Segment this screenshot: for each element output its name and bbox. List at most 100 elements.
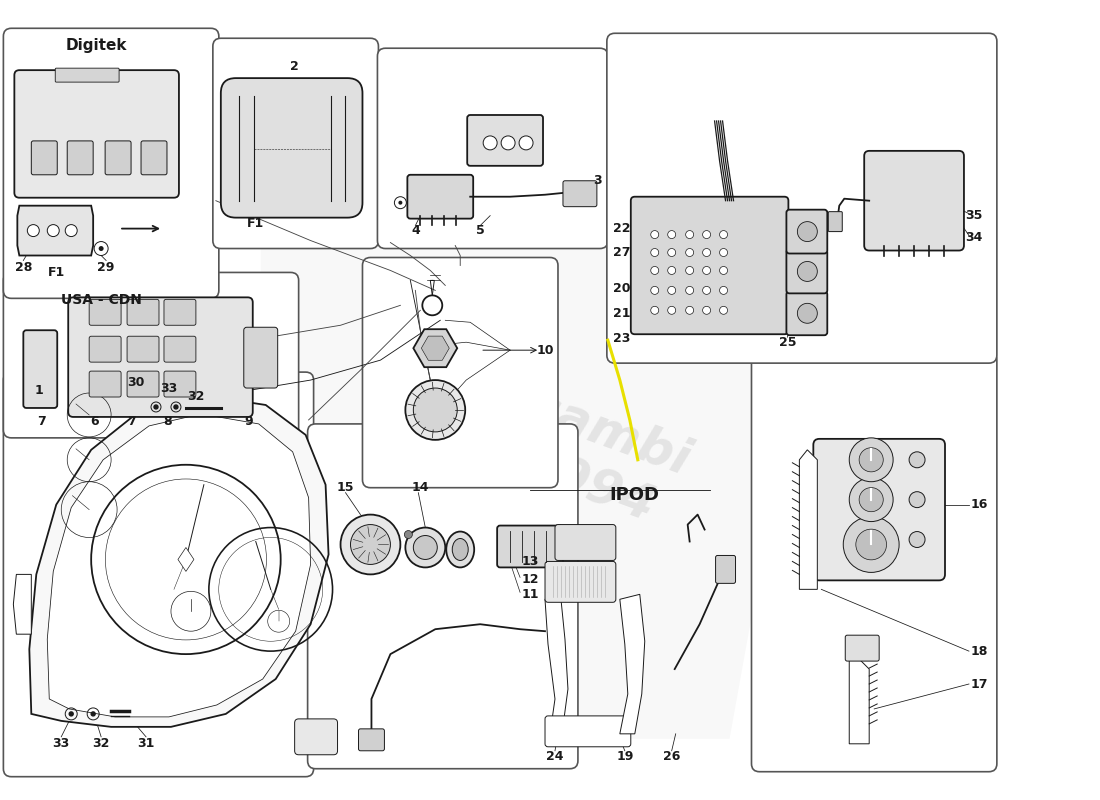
Circle shape <box>351 525 390 565</box>
FancyBboxPatch shape <box>813 439 945 580</box>
Circle shape <box>28 225 40 237</box>
Circle shape <box>406 527 446 567</box>
Text: 1: 1 <box>35 383 44 397</box>
FancyBboxPatch shape <box>363 258 558 488</box>
Text: F1: F1 <box>47 266 65 279</box>
Polygon shape <box>13 574 31 634</box>
Polygon shape <box>800 450 817 590</box>
Text: 11: 11 <box>521 588 539 601</box>
Circle shape <box>668 249 675 257</box>
Circle shape <box>405 530 412 538</box>
Text: 33: 33 <box>161 382 177 394</box>
Text: 32: 32 <box>187 390 205 402</box>
FancyBboxPatch shape <box>828 212 843 231</box>
Text: 29: 29 <box>98 261 114 274</box>
Circle shape <box>703 249 711 257</box>
Text: 22: 22 <box>613 222 630 235</box>
FancyBboxPatch shape <box>544 562 616 602</box>
Text: F1: F1 <box>248 217 264 230</box>
Text: Digitek: Digitek <box>65 38 126 53</box>
Circle shape <box>798 303 817 323</box>
Text: 10: 10 <box>537 344 553 357</box>
Circle shape <box>483 136 497 150</box>
FancyBboxPatch shape <box>68 298 253 417</box>
Text: 25: 25 <box>779 336 796 349</box>
Text: 19: 19 <box>616 750 634 763</box>
FancyBboxPatch shape <box>845 635 879 661</box>
FancyBboxPatch shape <box>407 174 473 218</box>
FancyBboxPatch shape <box>786 250 827 294</box>
Circle shape <box>909 531 925 547</box>
Circle shape <box>422 295 442 315</box>
FancyBboxPatch shape <box>865 151 964 250</box>
Circle shape <box>519 136 534 150</box>
FancyBboxPatch shape <box>3 273 298 438</box>
Text: 8: 8 <box>164 415 173 429</box>
FancyBboxPatch shape <box>556 525 616 561</box>
Circle shape <box>502 136 515 150</box>
Circle shape <box>668 306 675 314</box>
FancyBboxPatch shape <box>31 141 57 174</box>
Circle shape <box>414 388 458 432</box>
FancyBboxPatch shape <box>67 141 94 174</box>
Text: 34: 34 <box>965 231 982 244</box>
Text: 14: 14 <box>411 481 429 494</box>
FancyBboxPatch shape <box>716 555 736 583</box>
Polygon shape <box>421 336 449 360</box>
Circle shape <box>406 380 465 440</box>
Text: 6: 6 <box>90 415 99 429</box>
FancyBboxPatch shape <box>786 210 827 254</box>
Circle shape <box>668 286 675 294</box>
Text: USA - CDN: USA - CDN <box>60 294 142 307</box>
Circle shape <box>174 405 178 409</box>
FancyBboxPatch shape <box>497 526 563 567</box>
FancyBboxPatch shape <box>55 68 119 82</box>
Circle shape <box>909 492 925 508</box>
Circle shape <box>703 306 711 314</box>
Text: 2: 2 <box>290 60 299 73</box>
Text: 16: 16 <box>970 498 988 511</box>
Circle shape <box>856 529 887 560</box>
Text: 12: 12 <box>521 573 539 586</box>
FancyBboxPatch shape <box>89 371 121 397</box>
Circle shape <box>844 517 899 572</box>
Circle shape <box>651 306 659 314</box>
FancyBboxPatch shape <box>377 48 608 249</box>
Circle shape <box>703 230 711 238</box>
FancyBboxPatch shape <box>563 181 597 206</box>
Text: 26: 26 <box>663 750 681 763</box>
Circle shape <box>341 514 400 574</box>
Text: IPOD: IPOD <box>609 486 660 504</box>
Circle shape <box>719 249 727 257</box>
Circle shape <box>719 286 727 294</box>
Circle shape <box>651 286 659 294</box>
FancyBboxPatch shape <box>544 716 630 746</box>
FancyBboxPatch shape <box>89 336 121 362</box>
Polygon shape <box>178 547 194 571</box>
FancyBboxPatch shape <box>308 424 578 769</box>
Circle shape <box>154 405 158 409</box>
FancyBboxPatch shape <box>244 327 277 388</box>
Circle shape <box>668 266 675 274</box>
Circle shape <box>47 225 59 237</box>
FancyBboxPatch shape <box>295 719 338 754</box>
Text: 23: 23 <box>613 332 630 345</box>
Text: 13: 13 <box>521 555 539 568</box>
Polygon shape <box>47 414 310 717</box>
Text: 31: 31 <box>138 738 155 750</box>
Circle shape <box>91 712 96 716</box>
Text: 9: 9 <box>244 415 253 429</box>
FancyBboxPatch shape <box>106 141 131 174</box>
Circle shape <box>685 306 694 314</box>
Circle shape <box>909 452 925 468</box>
Text: 32: 32 <box>92 738 110 750</box>
Circle shape <box>398 201 403 205</box>
Text: 35: 35 <box>965 209 982 222</box>
Polygon shape <box>414 329 458 367</box>
Circle shape <box>668 230 675 238</box>
FancyBboxPatch shape <box>3 28 219 298</box>
Ellipse shape <box>452 538 469 561</box>
Circle shape <box>65 225 77 237</box>
Circle shape <box>719 266 727 274</box>
Text: 4: 4 <box>411 224 420 237</box>
